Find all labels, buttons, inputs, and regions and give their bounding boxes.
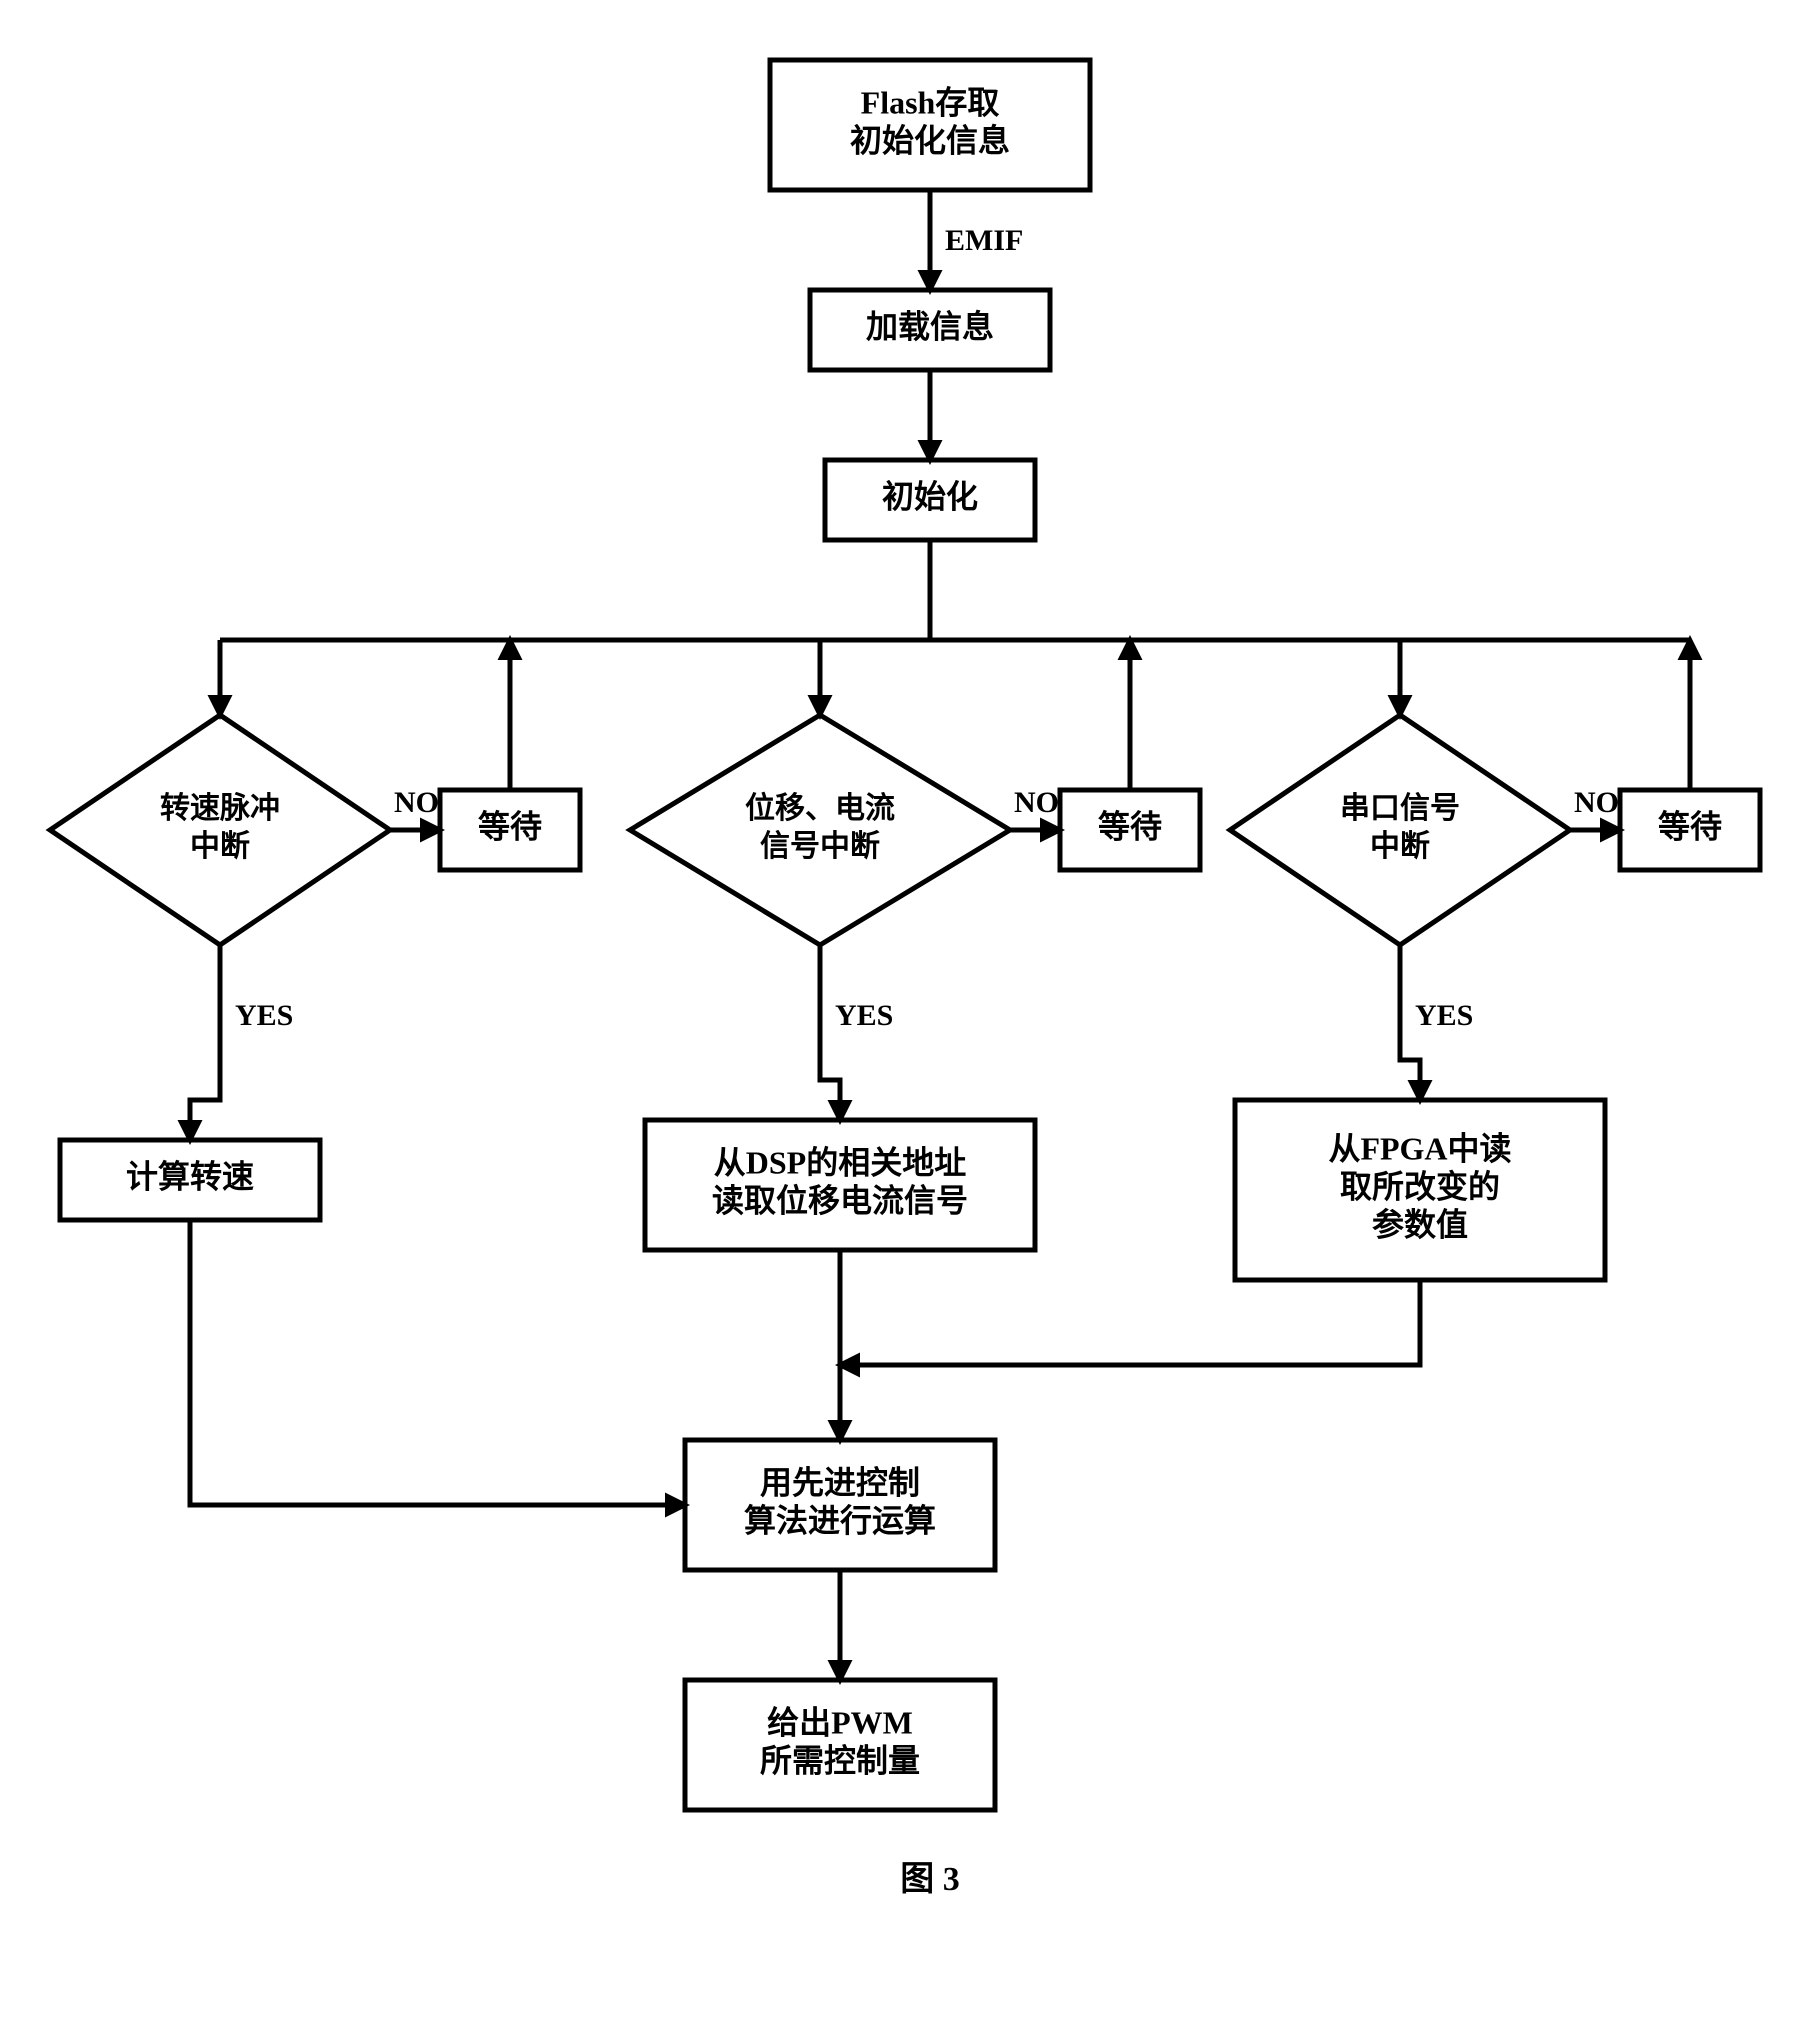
d1-label: 转速脉冲 [160,792,280,825]
w1-label: 等待 [478,808,542,844]
edge-label: YES [235,999,293,1032]
edge-label: EMIF [945,224,1023,257]
edge [820,945,840,1120]
edge-label: YES [835,999,893,1032]
readFpga-label: 从FPGA中读 [1328,1130,1511,1166]
d3-label: 中断 [1370,830,1430,863]
init-label: 初始化 [882,478,978,514]
algo-label: 用先进控制 [760,1464,920,1500]
w2-label: 等待 [1098,808,1162,844]
edge-label: NO [394,786,439,819]
w3-label: 等待 [1658,808,1722,844]
d2-label: 位移、电流 [745,791,895,825]
readFpga-label: 参数值 [1372,1206,1468,1242]
algo-label: 算法进行运算 [744,1502,936,1538]
readDsp-label: 读取位移电流信号 [712,1182,968,1218]
edge-label: NO [1574,786,1619,819]
calc-label: 计算转速 [126,1158,254,1194]
readFpga-label: 取所改变的 [1340,1168,1500,1204]
flash-label: Flash存取 [861,84,1000,120]
readDsp-label: 从DSP的相关地址 [714,1144,966,1180]
d3-label: 串口信号 [1340,792,1460,825]
edge [190,1220,685,1505]
edge [840,1280,1420,1365]
d1-label: 中断 [190,830,250,863]
edge-label: NO [1014,786,1059,819]
figure-caption: 图 3 [900,1861,960,1898]
pwm-label: 所需控制量 [760,1742,920,1778]
flash-label: 初始化信息 [850,122,1010,158]
d2-label: 信号中断 [760,830,880,863]
flowchart-canvas: Flash存取初始化信息加载信息初始化转速脉冲中断 位移、电流信号中断 串口信号中断… [0,0,1808,2031]
edge [190,945,220,1140]
load-label: 加载信息 [866,308,994,344]
edge-label: YES [1415,999,1473,1032]
pwm-label: 给出PWM [767,1704,913,1740]
